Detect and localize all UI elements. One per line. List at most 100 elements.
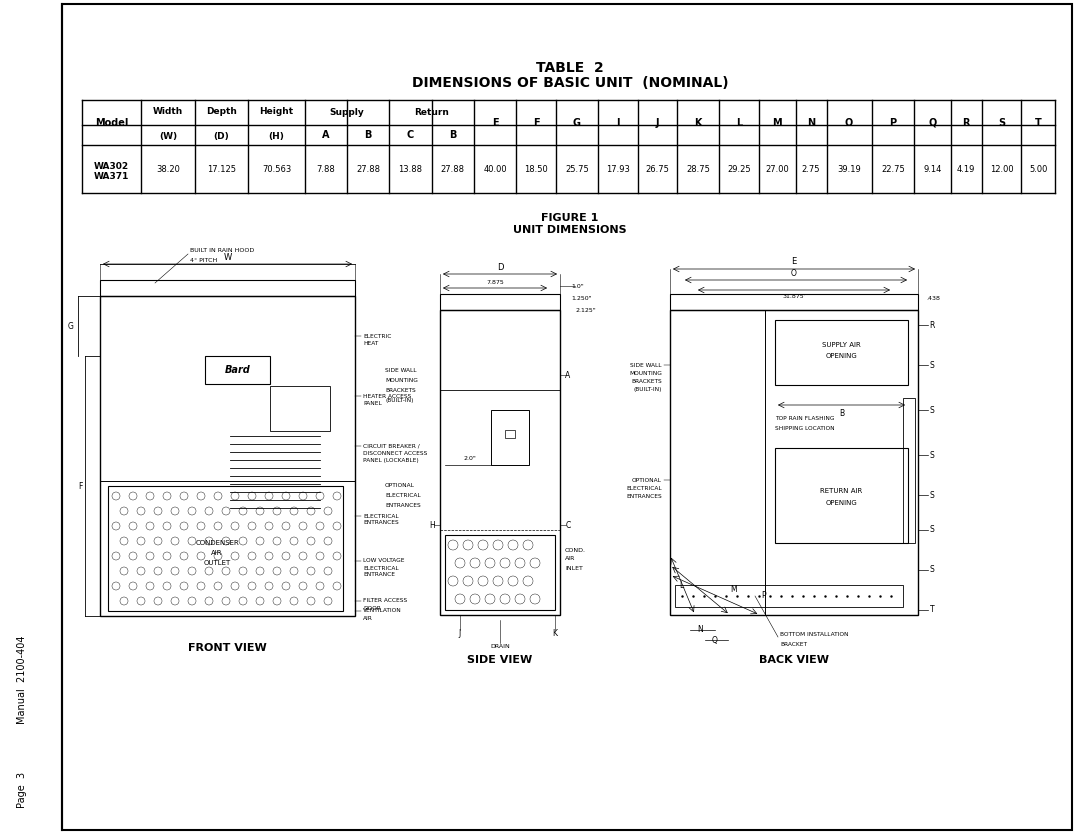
- Text: G: G: [68, 321, 73, 330]
- Bar: [903, 398, 915, 543]
- Text: Model: Model: [95, 118, 129, 128]
- Text: (D): (D): [214, 132, 229, 140]
- Text: M: M: [731, 585, 738, 595]
- Text: K: K: [694, 118, 702, 128]
- Text: F: F: [78, 481, 82, 490]
- Bar: [505, 430, 515, 438]
- Text: G: G: [573, 118, 581, 128]
- Text: W: W: [224, 253, 231, 262]
- Text: N: N: [807, 118, 815, 128]
- Text: 4° PITCH: 4° PITCH: [190, 258, 217, 263]
- Text: 28.75: 28.75: [686, 164, 711, 173]
- Bar: [445, 535, 555, 610]
- Text: Q: Q: [712, 636, 718, 645]
- Text: Page  3: Page 3: [17, 772, 27, 808]
- Text: H: H: [429, 520, 435, 530]
- Text: ENTRANCE: ENTRANCE: [363, 572, 395, 577]
- Bar: [270, 386, 330, 431]
- Text: MOUNTING: MOUNTING: [384, 378, 418, 383]
- Text: RETURN AIR: RETURN AIR: [821, 488, 863, 494]
- Text: ENTRANCES: ENTRANCES: [626, 494, 662, 499]
- Text: 27.00: 27.00: [766, 164, 789, 173]
- Text: 25.75: 25.75: [565, 164, 589, 173]
- Text: 2.0": 2.0": [463, 455, 476, 460]
- Text: D: D: [497, 263, 503, 272]
- Text: SUPPLY AIR: SUPPLY AIR: [822, 342, 861, 348]
- Text: 4.19: 4.19: [957, 164, 975, 173]
- Text: CONDENSER: CONDENSER: [195, 540, 239, 546]
- Bar: [100, 296, 355, 616]
- Text: B: B: [839, 409, 845, 418]
- Text: BRACKETS: BRACKETS: [384, 388, 416, 393]
- Bar: [775, 320, 908, 385]
- Text: (BUILT-IN): (BUILT-IN): [384, 398, 414, 403]
- Bar: [205, 356, 270, 384]
- Text: P: P: [889, 118, 896, 128]
- Text: LOW VOLTAGE: LOW VOLTAGE: [363, 559, 405, 564]
- Text: BUILT IN RAIN HOOD: BUILT IN RAIN HOOD: [190, 248, 254, 253]
- Text: 27.88: 27.88: [441, 164, 464, 173]
- Text: OPTIONAL: OPTIONAL: [384, 483, 415, 488]
- Text: DOOR: DOOR: [363, 605, 381, 610]
- Text: HEATER ACCESS: HEATER ACCESS: [363, 394, 411, 399]
- Text: 29.25: 29.25: [727, 164, 751, 173]
- Text: 39.19: 39.19: [837, 164, 861, 173]
- Bar: [775, 448, 908, 543]
- Text: FIGURE 1: FIGURE 1: [541, 213, 598, 223]
- Text: 7.88: 7.88: [316, 164, 335, 173]
- Text: B: B: [449, 130, 457, 140]
- Text: M: M: [772, 118, 782, 128]
- Text: Return: Return: [415, 108, 449, 117]
- Text: 40.00: 40.00: [484, 164, 507, 173]
- Text: 5.00: 5.00: [1029, 164, 1048, 173]
- Text: SIDE VIEW: SIDE VIEW: [468, 655, 532, 665]
- Text: Supply: Supply: [329, 108, 364, 117]
- Text: DISCONNECT ACCESS: DISCONNECT ACCESS: [363, 450, 428, 455]
- Text: S: S: [930, 490, 934, 500]
- Text: FILTER ACCESS: FILTER ACCESS: [363, 599, 407, 604]
- Text: PANEL (LOCKABLE): PANEL (LOCKABLE): [363, 458, 419, 463]
- Text: 13.88: 13.88: [399, 164, 422, 173]
- Text: S: S: [998, 118, 1005, 128]
- Text: (W): (W): [159, 132, 177, 140]
- Text: VENTILATION: VENTILATION: [363, 609, 402, 614]
- Text: CIRCUIT BREAKER /: CIRCUIT BREAKER /: [363, 444, 420, 449]
- Text: 17.93: 17.93: [606, 164, 630, 173]
- Text: O: O: [845, 118, 853, 128]
- Text: Height: Height: [259, 107, 294, 116]
- Text: COND.: COND.: [565, 547, 586, 552]
- Text: (H): (H): [269, 132, 284, 140]
- Text: ENTRANCES: ENTRANCES: [384, 503, 421, 508]
- Text: WA302: WA302: [94, 162, 130, 170]
- Text: AIR: AIR: [565, 556, 576, 561]
- Text: 1.250": 1.250": [571, 295, 592, 300]
- Text: O: O: [791, 269, 797, 279]
- Text: L: L: [679, 580, 684, 590]
- Text: PANEL: PANEL: [363, 400, 381, 405]
- Text: J: J: [459, 629, 461, 637]
- Text: BOTTOM INSTALLATION: BOTTOM INSTALLATION: [780, 632, 849, 637]
- Text: .438: .438: [926, 297, 940, 302]
- Text: AIR: AIR: [212, 550, 222, 556]
- Text: 1.0": 1.0": [571, 284, 584, 289]
- Text: OPTIONAL: OPTIONAL: [632, 478, 662, 483]
- Text: ELECTRICAL: ELECTRICAL: [363, 565, 399, 570]
- Bar: [675, 585, 903, 607]
- Text: E: E: [491, 118, 499, 128]
- Text: FRONT VIEW: FRONT VIEW: [188, 643, 267, 653]
- Text: SIDE WALL: SIDE WALL: [631, 363, 662, 368]
- Text: DRAIN: DRAIN: [490, 645, 510, 650]
- Text: Manual  2100-404: Manual 2100-404: [17, 636, 27, 724]
- Text: WA371: WA371: [94, 172, 130, 180]
- Text: BACK VIEW: BACK VIEW: [759, 655, 829, 665]
- Text: I: I: [616, 118, 620, 128]
- Text: 38.20: 38.20: [157, 164, 180, 173]
- Text: SHIPPING LOCATION: SHIPPING LOCATION: [775, 425, 835, 430]
- Text: N: N: [697, 626, 703, 635]
- Text: 2.75: 2.75: [801, 164, 821, 173]
- Text: T: T: [1035, 118, 1041, 128]
- Text: C: C: [407, 130, 415, 140]
- Bar: [100, 280, 355, 296]
- Text: F: F: [532, 118, 539, 128]
- Text: Q: Q: [928, 118, 936, 128]
